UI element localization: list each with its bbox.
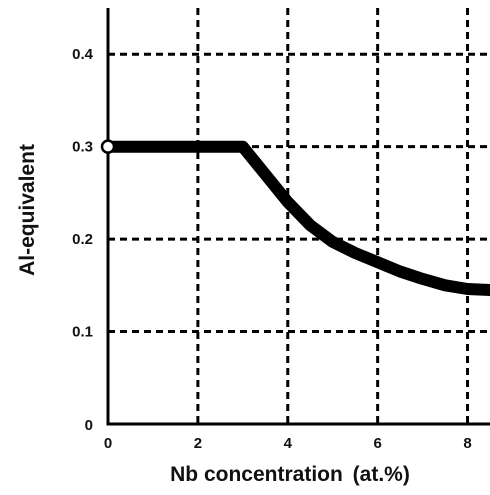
y-axis-label: Al-equivalent: [16, 144, 39, 276]
y-tick-label: 0.2: [72, 231, 93, 248]
x-tick-label: 2: [194, 435, 202, 452]
series-layer: [100, 139, 490, 296]
x-tick-label: 6: [373, 435, 381, 452]
x-axis-label: Nb concentration (at.%): [170, 463, 410, 486]
grid: [108, 8, 490, 424]
series-line: [102, 140, 490, 296]
y-tick-labels: 0 0.1 0.2 0.3 0.4: [72, 46, 94, 434]
x-tick-label: 8: [463, 435, 471, 452]
axes: [106, 8, 490, 426]
y-tick-label: 0.3: [72, 139, 93, 156]
start-marker: [100, 139, 116, 154]
x-axis-label-unit: (at.%): [353, 463, 410, 486]
x-tick-label: 0: [104, 435, 112, 452]
x-tick-labels: 0 2 4 6 8: [104, 435, 472, 452]
x-axis-label-name: Nb concentration: [170, 463, 343, 486]
x-tick-label: 4: [284, 435, 293, 452]
y-tick-label: 0.4: [72, 46, 94, 63]
y-tick-label: 0.1: [72, 324, 93, 341]
y-tick-label: 0: [85, 417, 93, 434]
